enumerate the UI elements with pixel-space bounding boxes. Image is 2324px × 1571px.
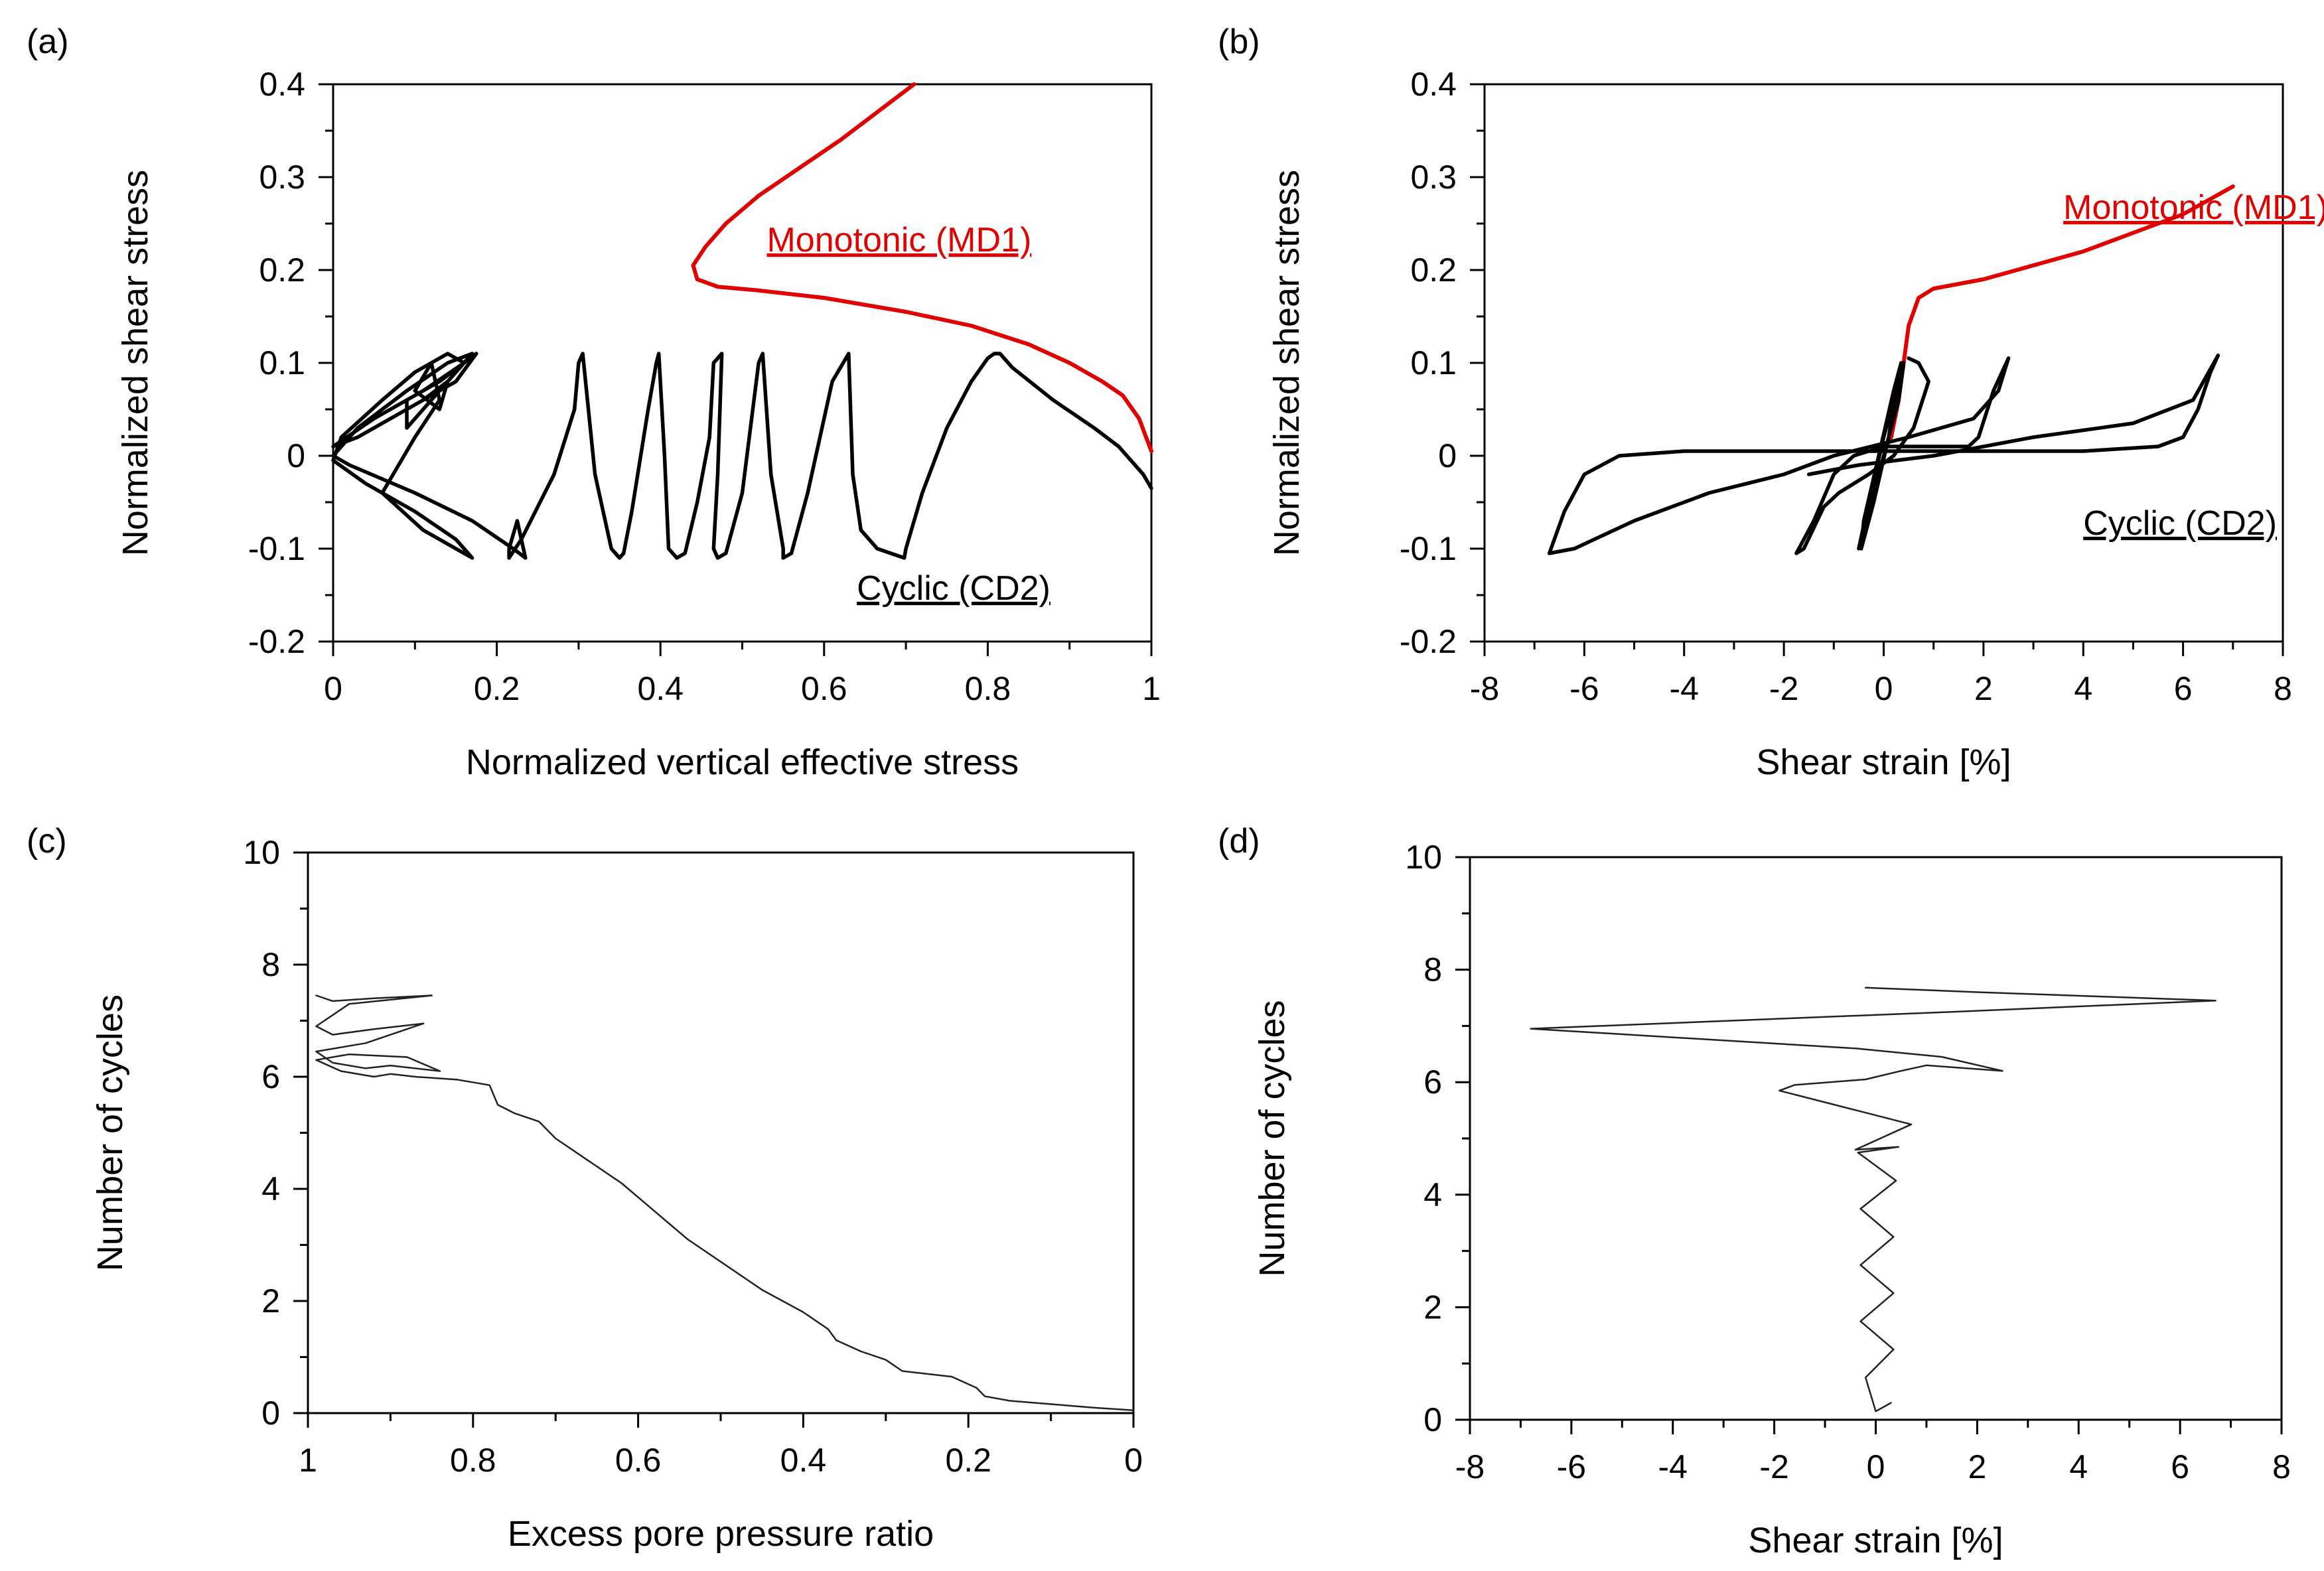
x-tick-label: 0 xyxy=(1875,670,1893,707)
x-tick-label: 0.2 xyxy=(945,1442,991,1479)
chart-panel-a: (a) 0 0.2 0.4 0.6 0.8 1 -0.2 -0.1 0 0.1 0.2 0.3 0.4 No… xyxy=(27,23,1161,782)
y-tick-label: 0.2 xyxy=(259,251,305,289)
x-tick-label: 0.4 xyxy=(780,1442,827,1479)
x-tick-label: 6 xyxy=(2174,670,2193,707)
y-axis-title: Number of cycles xyxy=(1252,1000,1292,1276)
x-tick-label: 4 xyxy=(2074,670,2092,707)
y-tick-label: 2 xyxy=(261,1282,280,1320)
y-tick-label: 6 xyxy=(261,1058,280,1095)
y-tick-label: -0.2 xyxy=(1400,623,1457,660)
chart-panel-d: (d) -8 -6 -4 -2 0 2 4 6 8 0 2 4 6 8 10 Shear strain [%] N… xyxy=(1218,822,2291,1560)
x-tick-label: 0 xyxy=(324,670,342,707)
panel-label: (c) xyxy=(27,822,67,860)
x-tick-label: 2 xyxy=(1974,670,1993,707)
panel-label: (b) xyxy=(1218,23,1260,61)
y-tick-label: -0.1 xyxy=(248,530,305,567)
chart-panel-c: (c) 1 0.8 0.6 0.4 0.2 0 0 2 4 6 8 10 Excess pore pres… xyxy=(27,822,1143,1554)
y-tick-label: 10 xyxy=(243,834,280,871)
x-tick-label: 1 xyxy=(1142,670,1161,707)
x-tick-label: -6 xyxy=(1569,670,1599,707)
x-tick-label: 0 xyxy=(1867,1448,1885,1485)
panel-label: (a) xyxy=(27,23,69,61)
x-tick-label: -2 xyxy=(1769,670,1798,707)
x-tick-label: 0 xyxy=(1124,1442,1143,1479)
x-tick-label: 0.8 xyxy=(965,670,1011,707)
y-tick-label: 4 xyxy=(1423,1176,1442,1213)
annotation-label: Monotonic (MD1) xyxy=(766,221,1031,259)
y-tick-label: 4 xyxy=(261,1170,280,1207)
y-tick-label: 0 xyxy=(261,1395,280,1432)
x-tick-label: -2 xyxy=(1759,1448,1788,1485)
y-tick-label: 0 xyxy=(1423,1401,1442,1438)
y-tick-label: 0.3 xyxy=(259,159,305,196)
series-line xyxy=(1547,354,2220,555)
x-tick-label: 0.2 xyxy=(474,670,520,707)
x-tick-label: -8 xyxy=(1455,1448,1485,1485)
x-tick-label: 0.6 xyxy=(615,1442,662,1479)
y-tick-label: 0 xyxy=(1438,437,1457,474)
x-tick-label: -8 xyxy=(1470,670,1499,707)
chart-panel-b: (b) -8 -6 -4 -2 0 2 4 6 8 -0.2 -0.1 0 0.1 0.2 0.3 0.4 She… xyxy=(1218,23,2324,782)
y-tick-label: 0.4 xyxy=(259,66,305,103)
annotation-label: Cyclic (CD2) xyxy=(2083,504,2277,543)
y-tick-label: 0.2 xyxy=(1410,251,1457,289)
series-line xyxy=(1806,354,2220,476)
x-tick-label: -4 xyxy=(1670,670,1699,707)
y-tick-label: 8 xyxy=(261,946,280,983)
annotation-label: Monotonic (MD1) xyxy=(2063,188,2324,227)
y-tick-label: 10 xyxy=(1405,839,1442,876)
y-tick-label: 0.4 xyxy=(1410,66,1457,103)
x-axis-title: Normalized vertical effective stress xyxy=(466,742,1019,782)
x-tick-label: -6 xyxy=(1557,1448,1586,1485)
y-tick-label: -0.1 xyxy=(1400,530,1457,567)
y-axis-title: Normalized shear stress xyxy=(1267,170,1307,556)
y-tick-label: 0 xyxy=(287,437,305,474)
y-axis-title: Normalized shear stress xyxy=(115,170,155,556)
x-tick-label: 8 xyxy=(2272,1448,2291,1485)
x-axis-title: Excess pore pressure ratio xyxy=(508,1514,934,1554)
x-tick-label: 0.8 xyxy=(450,1442,496,1479)
x-tick-label: 4 xyxy=(2069,1448,2088,1485)
annotation-label: Cyclic (CD2) xyxy=(857,569,1051,608)
y-tick-label: 6 xyxy=(1423,1063,1442,1101)
series-line xyxy=(315,994,1135,1412)
x-axis-title: Shear strain [%] xyxy=(1748,1521,2003,1560)
y-tick-label: 2 xyxy=(1423,1288,1442,1326)
panel-label: (d) xyxy=(1218,822,1260,860)
y-tick-label: 0.3 xyxy=(1410,159,1457,196)
y-tick-label: 0.1 xyxy=(259,344,305,381)
series-line xyxy=(691,82,1153,453)
series-line xyxy=(331,352,1153,560)
x-tick-label: 8 xyxy=(2274,670,2292,707)
y-axis-title: Number of cycles xyxy=(90,994,130,1271)
y-tick-label: 8 xyxy=(1423,951,1442,989)
x-tick-label: 0.6 xyxy=(801,670,847,707)
y-tick-label: -0.2 xyxy=(248,623,305,660)
x-tick-label: 0.4 xyxy=(637,670,684,707)
x-tick-label: 6 xyxy=(2171,1448,2189,1485)
x-tick-label: 1 xyxy=(299,1442,317,1479)
series-line xyxy=(1530,987,2216,1412)
x-axis-title: Shear strain [%] xyxy=(1756,742,2011,782)
y-tick-label: 0.1 xyxy=(1410,344,1457,381)
series-line xyxy=(1857,361,1906,551)
series-line xyxy=(1794,356,2011,555)
x-tick-label: -4 xyxy=(1658,1448,1688,1485)
x-tick-label: 2 xyxy=(1968,1448,1986,1485)
